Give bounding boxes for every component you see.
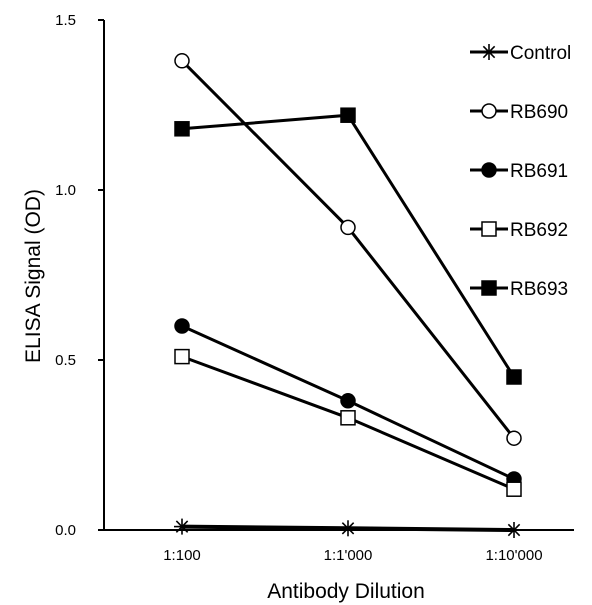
- data-point-control: [506, 522, 522, 538]
- legend-marker-rb692: [481, 221, 497, 237]
- legend: Control RB690 RB691 RB692 RB693: [470, 43, 571, 300]
- x-tick-label: 1:1'000: [324, 547, 373, 564]
- y-tick-label: 0.0: [55, 522, 76, 539]
- y-tick-label: 1.5: [55, 12, 76, 29]
- x-tick-label: 1:100: [163, 547, 201, 564]
- data-point-rb692: [174, 348, 190, 365]
- x-axis-title: Antibody Dilution: [267, 580, 425, 603]
- data-point-rb692: [506, 481, 522, 497]
- data-point-rb690: [174, 53, 190, 69]
- y-axis-title: ELISA Signal (OD): [22, 189, 45, 363]
- series-line-rb693: [181, 113, 516, 378]
- y-tick-label: 1.0: [55, 182, 76, 199]
- data-point-control: [340, 520, 356, 537]
- data-point-rb691: [174, 318, 190, 334]
- legend-marker-rb691: [481, 162, 497, 178]
- y-tick-label: 0.5: [55, 352, 76, 369]
- data-point-rb690: [340, 219, 356, 236]
- legend-label-rb691: RB691: [510, 161, 568, 182]
- legend-label-rb692: RB692: [510, 220, 568, 241]
- data-point-rb693: [340, 107, 356, 123]
- data-point-rb690: [506, 430, 522, 446]
- legend-marker-rb693: [481, 280, 497, 296]
- series-group: [174, 53, 522, 538]
- data-point-rb693: [506, 369, 522, 385]
- legend-label-rb690: RB690: [510, 102, 568, 123]
- x-tick-label: 1:10'000: [485, 547, 542, 564]
- data-point-rb691: [340, 393, 356, 409]
- data-point-rb692: [340, 410, 356, 426]
- legend-label-control: Control: [510, 43, 571, 64]
- data-point-rb693: [174, 121, 190, 137]
- legend-label-rb693: RB693: [510, 279, 568, 300]
- legend-marker-rb690: [481, 103, 497, 119]
- legend-marker-control: [481, 44, 497, 60]
- data-point-control: [174, 518, 190, 535]
